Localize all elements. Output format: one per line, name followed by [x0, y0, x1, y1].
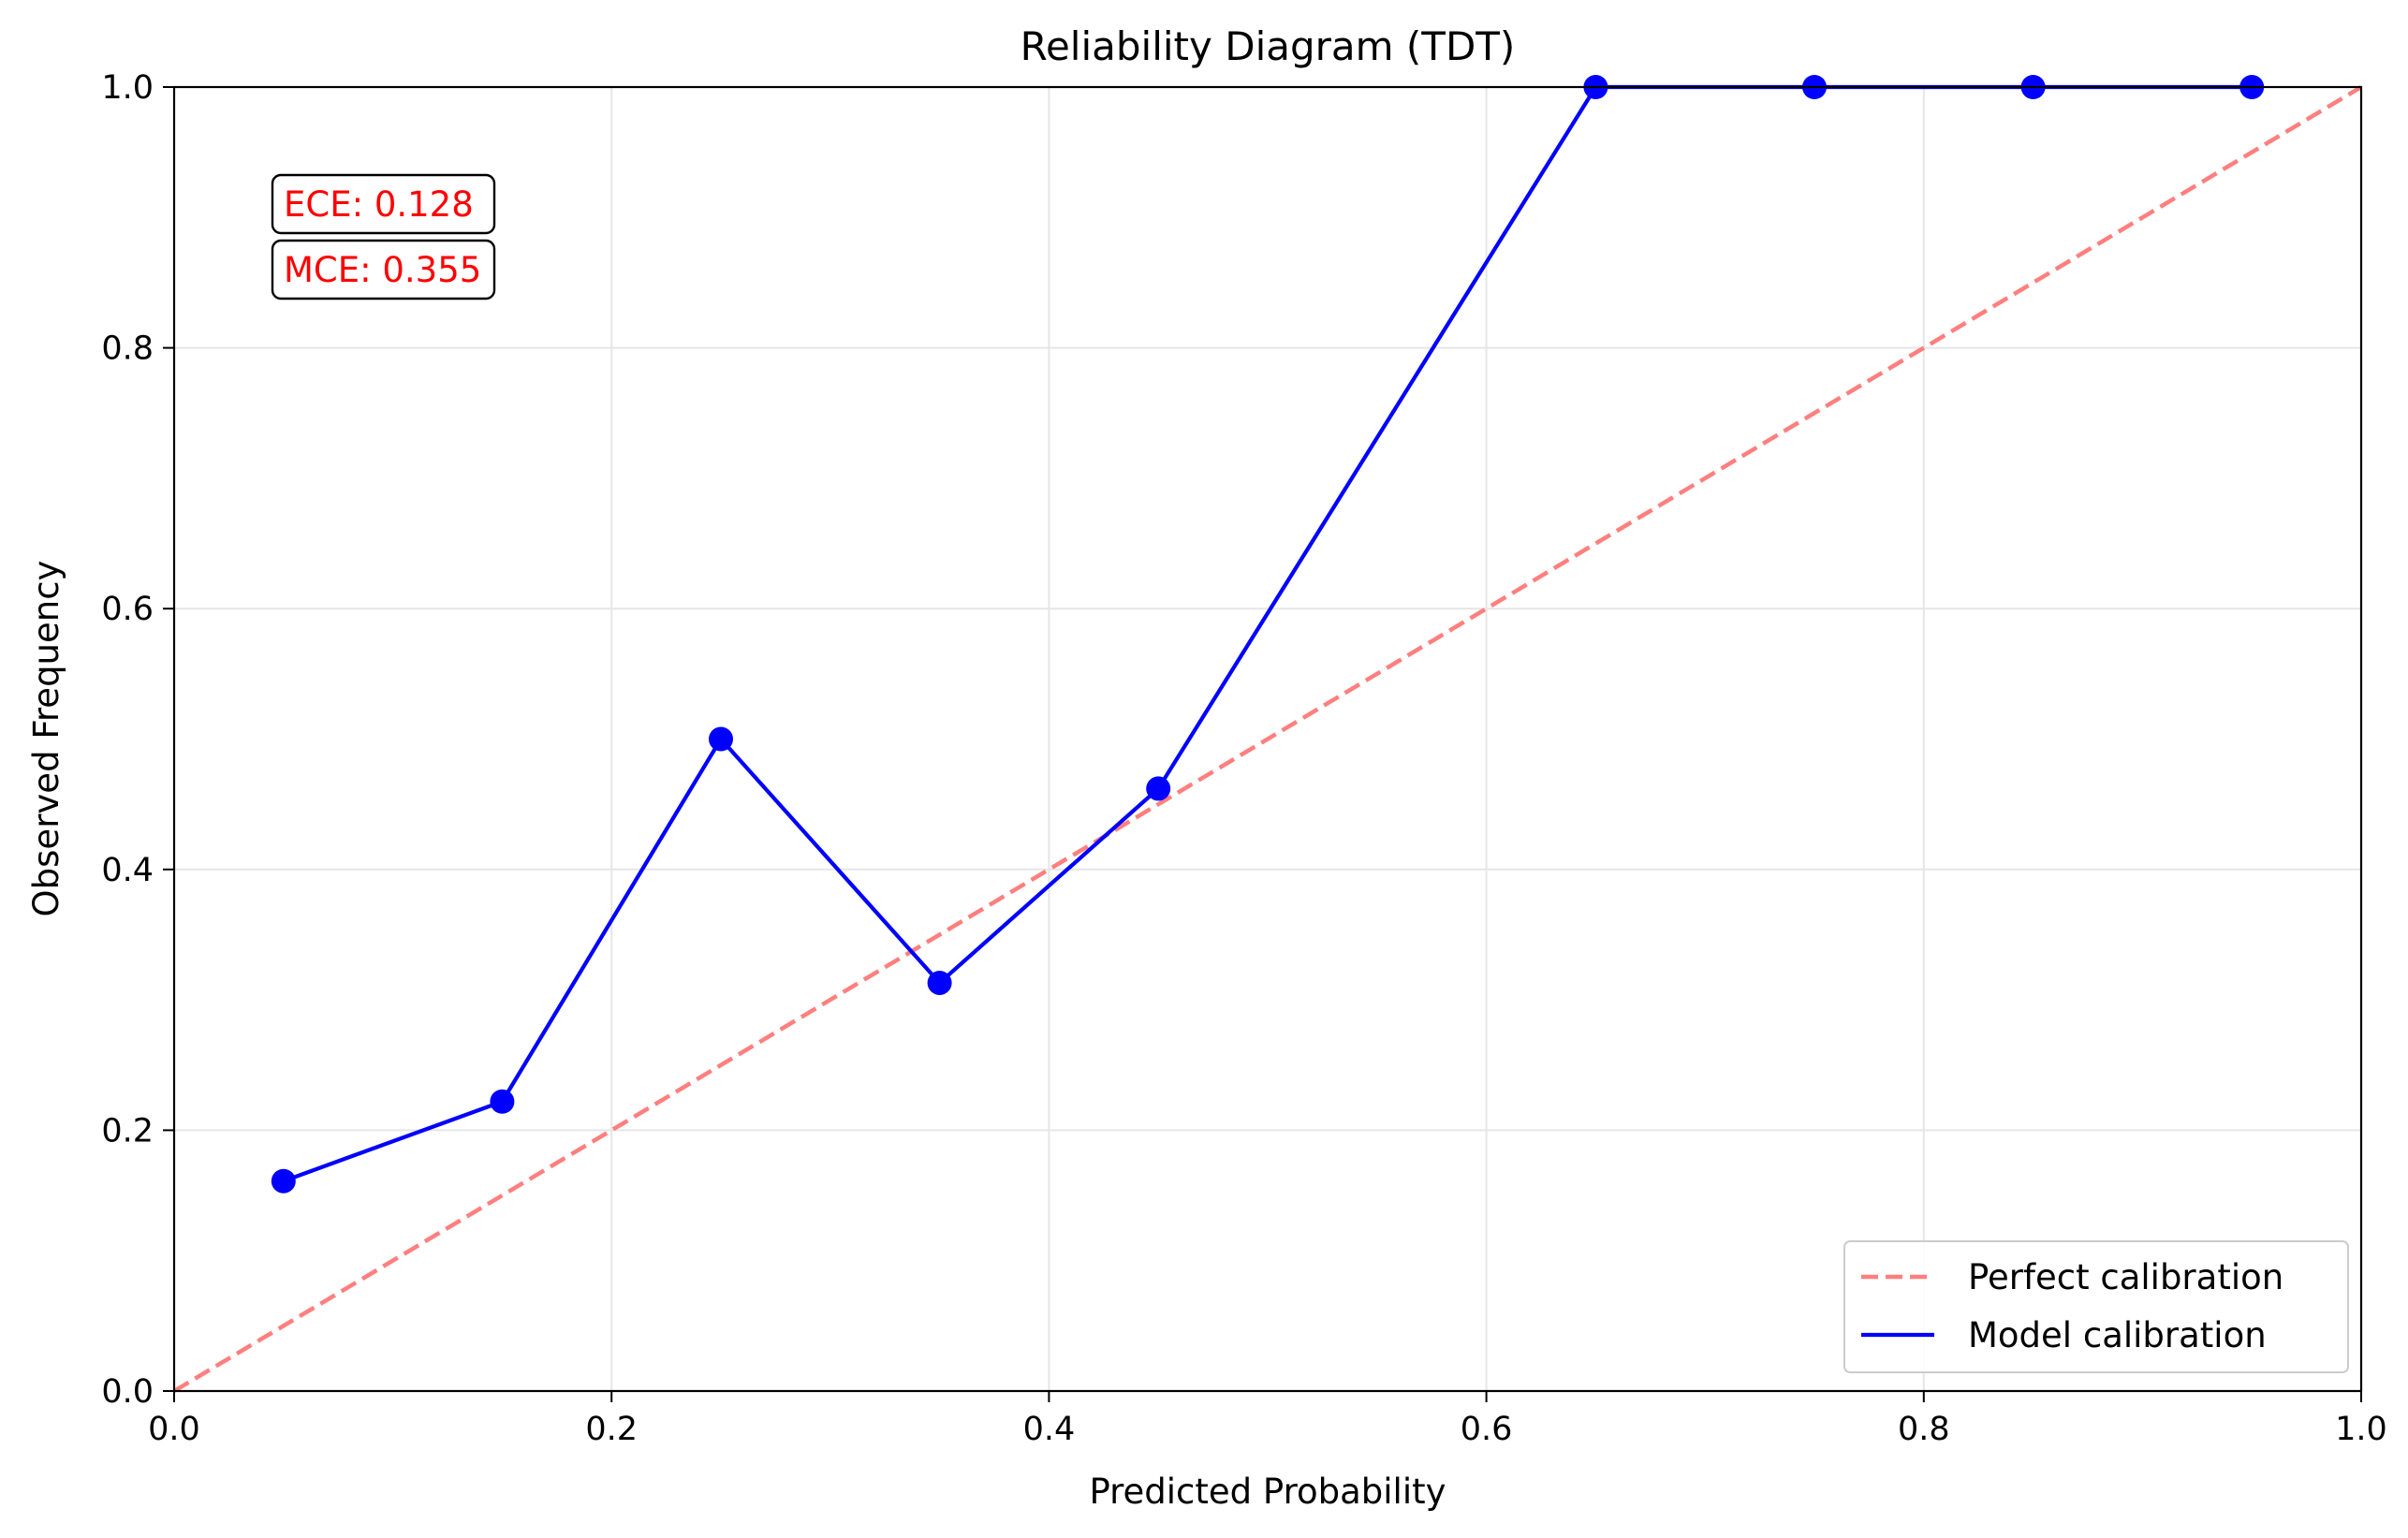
legend-box — [1843, 1240, 2349, 1373]
annotation-text: MCE: 0.355 — [284, 250, 481, 290]
x-tick-label: 0.0 — [148, 1411, 200, 1448]
y-tick-label: 0.8 — [101, 330, 154, 368]
y-axis-label: Observed Frequency — [26, 561, 66, 917]
x-axis-label: Predicted Probability — [1089, 1472, 1446, 1512]
chart-title: Reliability Diagram (TDT) — [1020, 23, 1516, 69]
y-tick-label: 0.2 — [101, 1112, 154, 1150]
plot-frame — [172, 85, 2363, 1393]
legend: Perfect calibration Model calibration — [1843, 1240, 2349, 1373]
model-calibration-point — [1146, 776, 1171, 801]
annotation-box — [271, 239, 496, 300]
model-calibration-point — [927, 970, 952, 995]
annotation-box — [271, 173, 496, 235]
perfect-calibration-line — [172, 85, 2363, 1393]
model-calibration-point — [490, 1089, 515, 1114]
metric-annotations: ECE: 0.128 MCE: 0.355 — [271, 173, 496, 300]
y-tick-label: 0.6 — [101, 591, 154, 628]
x-tick-label: 0.2 — [585, 1411, 638, 1448]
model-calibration-point — [271, 1168, 296, 1194]
axis-ticks: 0.0 0.2 0.4 0.6 0.8 1.0 0.0 0.2 0.4 0.6 0.8 1.0 — [101, 69, 2387, 1448]
x-tick-label: 1.0 — [2335, 1411, 2387, 1448]
x-tick-label: 0.4 — [1023, 1411, 1076, 1448]
legend-label: Perfect calibration — [1968, 1257, 2283, 1297]
legend-label: Model calibration — [1968, 1315, 2267, 1355]
model-calibration-point — [709, 726, 733, 752]
x-tick-label: 0.6 — [1461, 1411, 1513, 1448]
annotation-text: ECE: 0.128 — [284, 184, 474, 225]
y-tick-label: 1.0 — [101, 69, 154, 107]
y-tick-label: 0.4 — [101, 852, 154, 889]
x-tick-label: 0.8 — [1898, 1411, 1950, 1448]
y-tick-label: 0.0 — [101, 1373, 154, 1411]
